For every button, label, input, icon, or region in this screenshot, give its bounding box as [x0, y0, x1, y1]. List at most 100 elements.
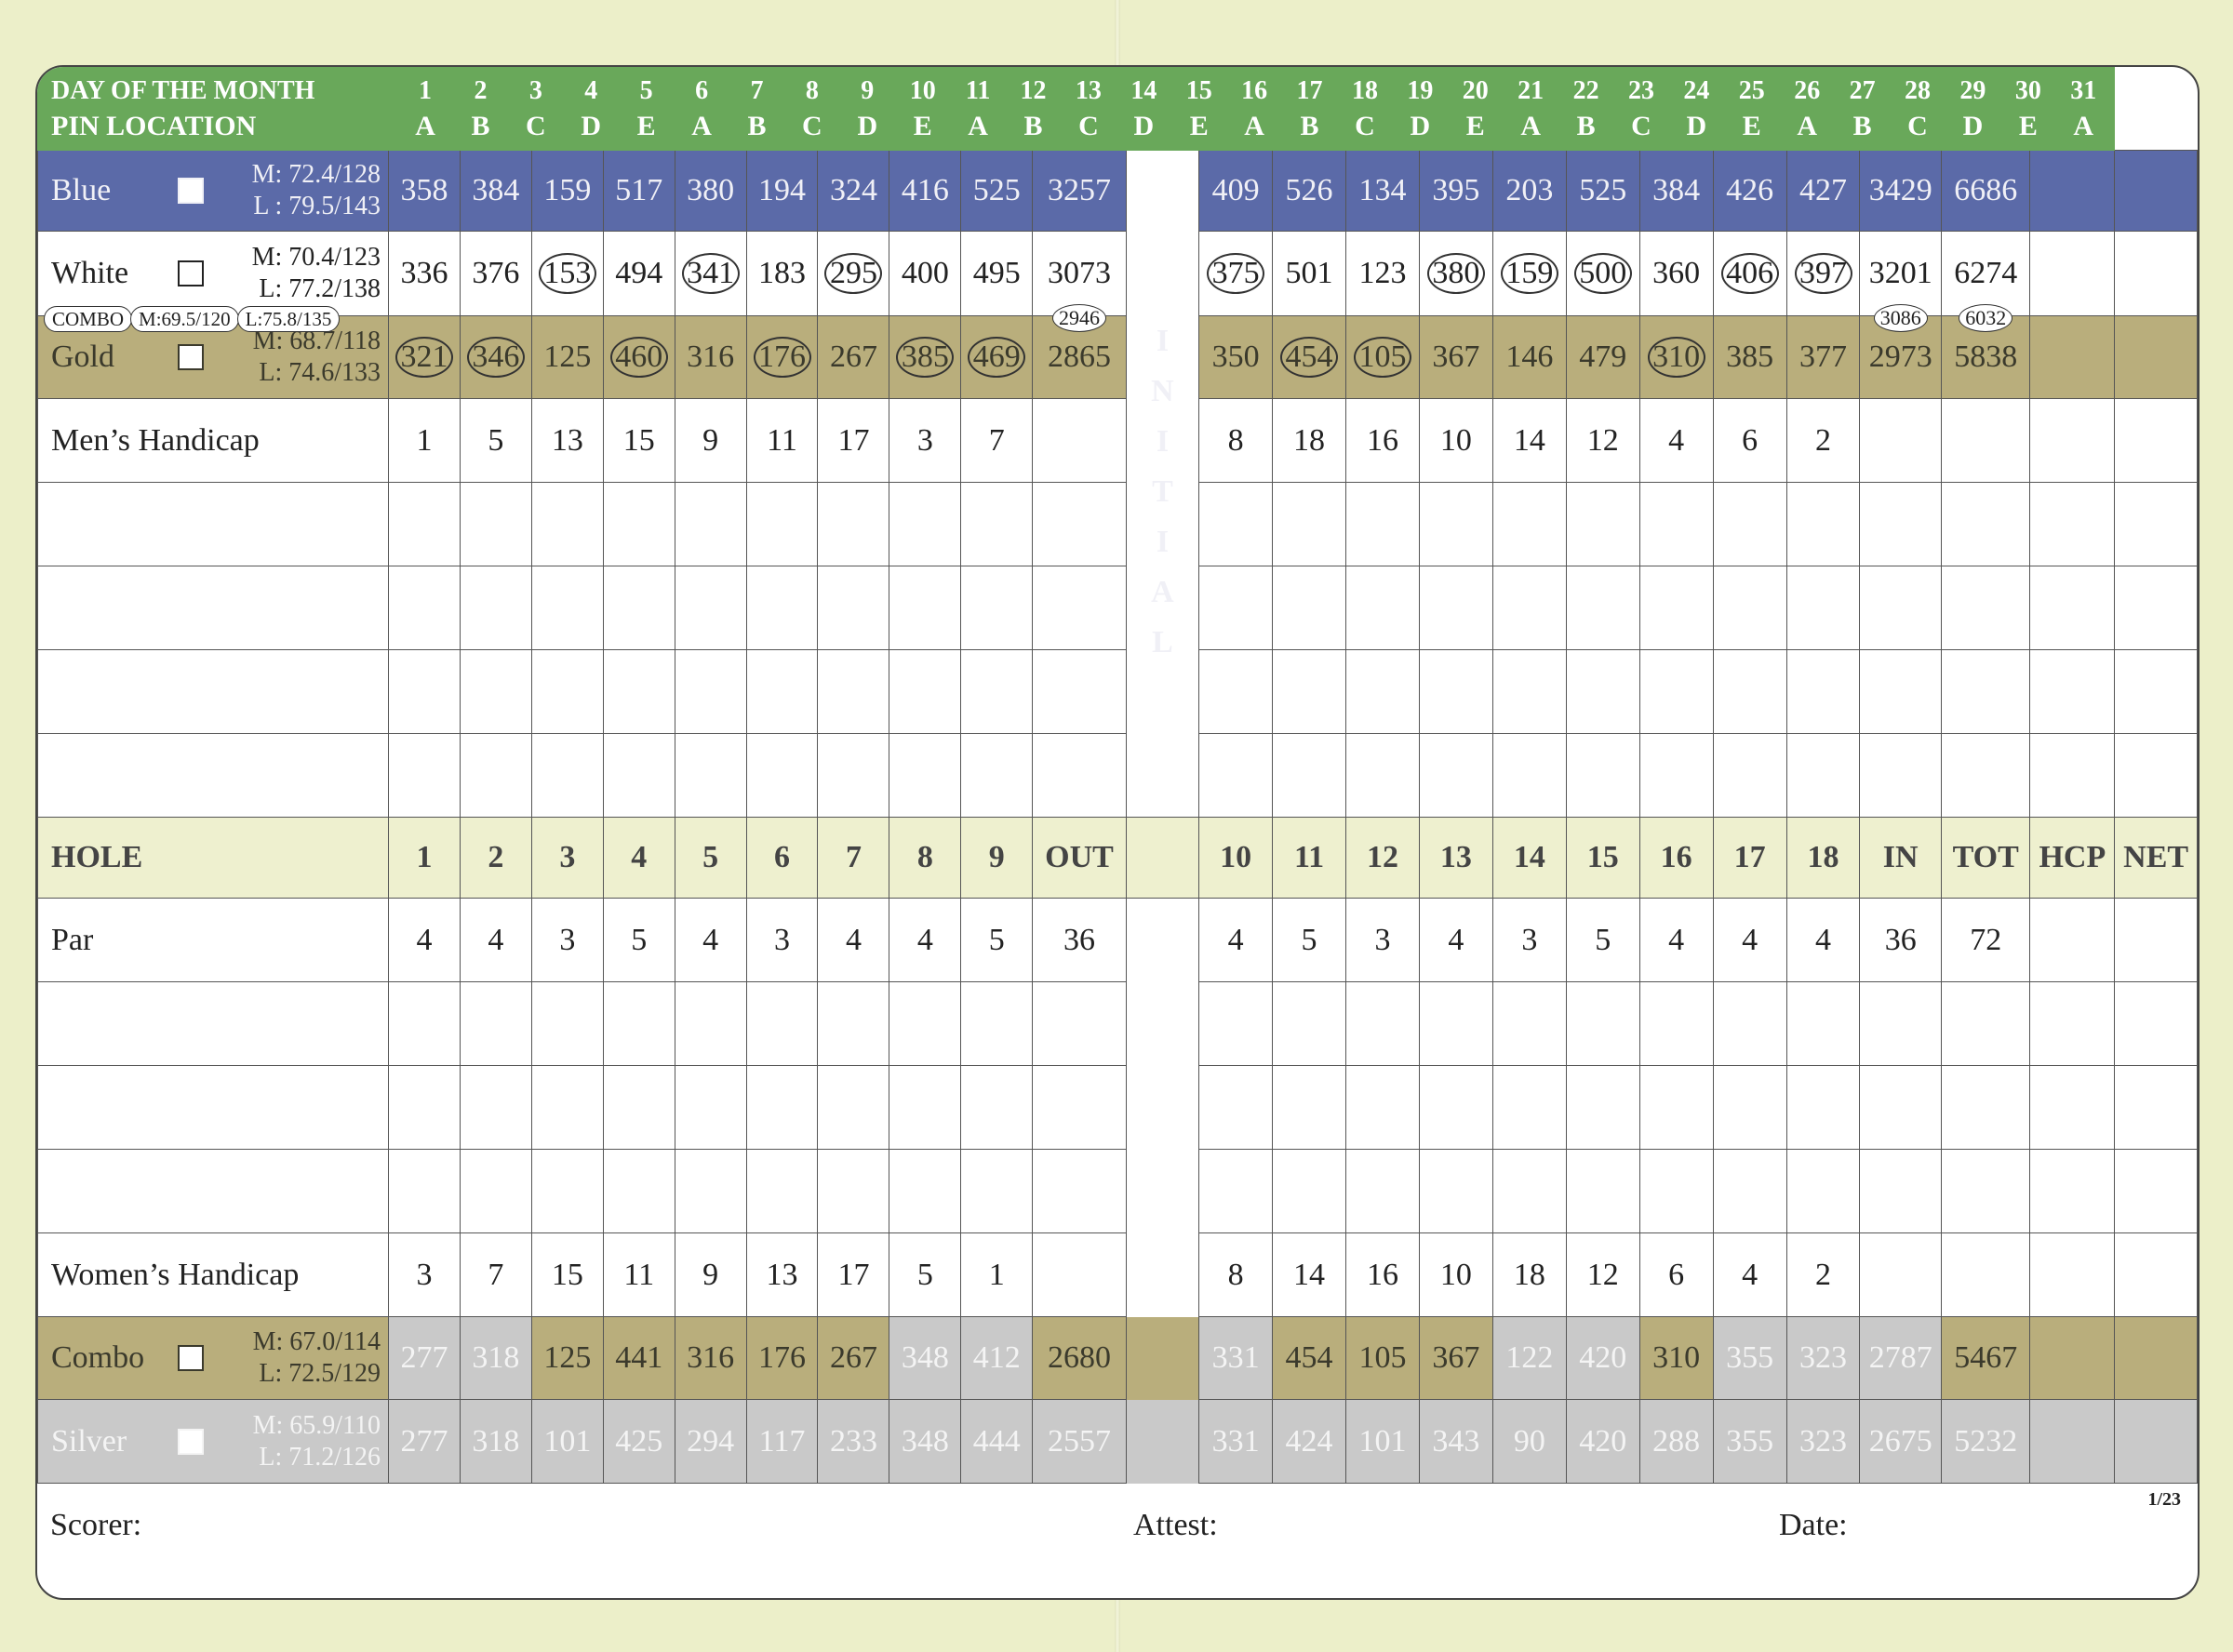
score-entry-cell[interactable]: [530, 482, 604, 566]
score-entry-cell[interactable]: [1272, 1149, 1347, 1233]
score-entry-cell[interactable]: [388, 981, 461, 1066]
score-entry-cell[interactable]: [817, 482, 890, 566]
score-entry-cell[interactable]: [530, 649, 604, 734]
score-entry-cell[interactable]: [459, 566, 532, 650]
tee-checkbox[interactable]: [178, 178, 204, 204]
score-entry-cell[interactable]: [2029, 649, 2116, 734]
score-entry-cell[interactable]: [2029, 733, 2116, 818]
score-entry-cell[interactable]: [889, 733, 962, 818]
score-entry-cell[interactable]: [1198, 1065, 1274, 1150]
score-entry-cell[interactable]: [1712, 1149, 1787, 1233]
score-entry-cell[interactable]: [1859, 1065, 1942, 1150]
score-entry-cell[interactable]: [388, 566, 461, 650]
score-entry-cell[interactable]: [1859, 981, 1942, 1066]
score-entry-cell[interactable]: [1272, 733, 1347, 818]
score-entry-cell[interactable]: [1418, 566, 1493, 650]
score-entry-cell[interactable]: [1712, 1065, 1787, 1150]
score-entry-cell[interactable]: [1198, 649, 1274, 734]
score-entry-cell[interactable]: [1418, 1065, 1493, 1150]
score-entry-cell[interactable]: [530, 733, 604, 818]
score-entry-cell[interactable]: [674, 1149, 747, 1233]
score-entry-cell[interactable]: [960, 1149, 1034, 1233]
score-entry-cell[interactable]: [2114, 733, 2198, 818]
score-entry-cell[interactable]: [1565, 566, 1640, 650]
score-entry-cell[interactable]: [1418, 649, 1493, 734]
score-entry-cell[interactable]: [602, 981, 675, 1066]
score-entry-cell[interactable]: [530, 566, 604, 650]
score-entry-cell[interactable]: [1859, 482, 1942, 566]
score-entry-cell[interactable]: [1859, 566, 1942, 650]
score-entry-cell[interactable]: [602, 482, 675, 566]
score-entry-cell[interactable]: [817, 566, 890, 650]
score-entry-cell[interactable]: [1491, 482, 1567, 566]
score-entry-cell[interactable]: [674, 733, 747, 818]
score-entry-cell[interactable]: [1491, 649, 1567, 734]
score-entry-cell[interactable]: [960, 566, 1034, 650]
tee-checkbox[interactable]: [178, 1345, 204, 1371]
score-entry-cell[interactable]: [602, 649, 675, 734]
score-entry-cell[interactable]: [530, 981, 604, 1066]
score-entry-cell[interactable]: [2029, 981, 2116, 1066]
score-entry-cell[interactable]: [388, 482, 461, 566]
score-entry-cell[interactable]: [1785, 566, 1861, 650]
score-entry-cell[interactable]: [674, 649, 747, 734]
score-entry-cell[interactable]: [1272, 1065, 1347, 1150]
score-entry-cell[interactable]: [459, 1149, 532, 1233]
score-entry-cell[interactable]: [1859, 649, 1942, 734]
score-entry-cell[interactable]: [2029, 566, 2116, 650]
score-entry-cell[interactable]: [1345, 733, 1420, 818]
score-entry-cell[interactable]: [602, 1065, 675, 1150]
score-entry-cell[interactable]: [1565, 1065, 1640, 1150]
score-entry-cell[interactable]: [1712, 482, 1787, 566]
score-entry-cell[interactable]: [1345, 981, 1420, 1066]
score-entry-cell[interactable]: [37, 482, 390, 566]
score-entry-cell[interactable]: [1032, 981, 1127, 1066]
score-entry-cell[interactable]: [1418, 1149, 1493, 1233]
score-entry-cell[interactable]: [1491, 733, 1567, 818]
score-entry-cell[interactable]: [1940, 733, 2031, 818]
score-entry-cell[interactable]: [37, 649, 390, 734]
score-entry-cell[interactable]: [388, 1065, 461, 1150]
tee-checkbox[interactable]: [178, 344, 204, 370]
score-entry-cell[interactable]: [1198, 981, 1274, 1066]
score-entry-cell[interactable]: [960, 649, 1034, 734]
score-entry-cell[interactable]: [1638, 1065, 1714, 1150]
score-entry-cell[interactable]: [1859, 1149, 1942, 1233]
score-entry-cell[interactable]: [889, 566, 962, 650]
score-entry-cell[interactable]: [1198, 482, 1274, 566]
score-entry-cell[interactable]: [1638, 482, 1714, 566]
score-entry-cell[interactable]: [745, 981, 819, 1066]
score-entry-cell[interactable]: [1032, 1065, 1127, 1150]
score-entry-cell[interactable]: [1940, 1149, 2031, 1233]
score-entry-cell[interactable]: [889, 649, 962, 734]
score-entry-cell[interactable]: [1272, 566, 1347, 650]
score-entry-cell[interactable]: [1565, 482, 1640, 566]
score-entry-cell[interactable]: [1712, 649, 1787, 734]
score-entry-cell[interactable]: [2114, 981, 2198, 1066]
score-entry-cell[interactable]: [1565, 1149, 1640, 1233]
score-entry-cell[interactable]: [1785, 1065, 1861, 1150]
score-entry-cell[interactable]: [1638, 981, 1714, 1066]
score-entry-cell[interactable]: [2114, 649, 2198, 734]
score-entry-cell[interactable]: [1859, 733, 1942, 818]
score-entry-cell[interactable]: [817, 733, 890, 818]
score-entry-cell[interactable]: [745, 566, 819, 650]
score-entry-cell[interactable]: [1712, 981, 1787, 1066]
score-entry-cell[interactable]: [459, 981, 532, 1066]
score-entry-cell[interactable]: [459, 649, 532, 734]
score-entry-cell[interactable]: [1345, 1149, 1420, 1233]
score-entry-cell[interactable]: [1032, 566, 1127, 650]
score-entry-cell[interactable]: [960, 981, 1034, 1066]
score-entry-cell[interactable]: [530, 1149, 604, 1233]
score-entry-cell[interactable]: [602, 1149, 675, 1233]
score-entry-cell[interactable]: [1940, 981, 2031, 1066]
score-entry-cell[interactable]: [1345, 482, 1420, 566]
score-entry-cell[interactable]: [388, 1149, 461, 1233]
score-entry-cell[interactable]: [37, 566, 390, 650]
score-entry-cell[interactable]: [459, 733, 532, 818]
score-entry-cell[interactable]: [817, 981, 890, 1066]
score-entry-cell[interactable]: [745, 649, 819, 734]
score-entry-cell[interactable]: [2029, 482, 2116, 566]
score-entry-cell[interactable]: [674, 566, 747, 650]
score-entry-cell[interactable]: [960, 1065, 1034, 1150]
